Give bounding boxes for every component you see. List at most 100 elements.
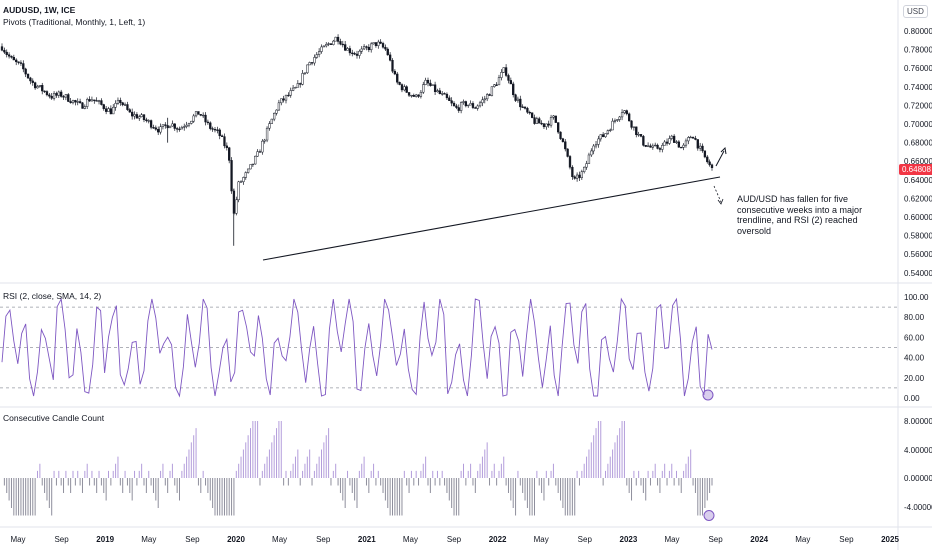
x-tick-label: May: [10, 535, 25, 544]
candle-body: [235, 199, 238, 214]
candle-body: [3, 49, 6, 53]
candle-body: [225, 145, 228, 148]
candle-body: [533, 117, 536, 124]
candle-body: [654, 144, 657, 147]
candle-body: [251, 163, 255, 166]
candle-body: [36, 86, 39, 89]
candle-body: [60, 91, 63, 97]
candle-body: [635, 126, 638, 135]
candle-body: [190, 120, 193, 124]
candle-body: [204, 114, 207, 123]
price-tick-label: 0.64000: [904, 176, 932, 185]
candle-body: [526, 108, 529, 113]
candle-body: [381, 43, 385, 48]
candle-body: [249, 164, 252, 170]
candle-body: [351, 52, 354, 54]
ccc-pane-title[interactable]: Consecutive Candle Count: [3, 413, 105, 423]
candle-body: [329, 43, 333, 45]
candle-body: [561, 138, 565, 142]
candle-body: [289, 90, 292, 96]
candle-body: [320, 46, 323, 52]
candle-body: [112, 106, 115, 115]
candle-body: [336, 36, 340, 42]
candle-body: [637, 134, 640, 136]
candle-body: [483, 98, 486, 101]
candle-body: [299, 83, 302, 85]
pivots-indicator-label[interactable]: Pivots (Traditional, Monthly, 1, Left, 1…: [3, 17, 146, 27]
candle-body: [322, 45, 326, 48]
candle-body: [639, 134, 643, 137]
candle-body: [7, 54, 11, 57]
candle-body: [554, 115, 557, 123]
candle-body: [362, 46, 366, 50]
candle-body: [412, 94, 415, 97]
candle-body: [348, 48, 352, 54]
candle-body: [471, 103, 475, 108]
candle-body: [218, 129, 221, 137]
x-tick-label: 2023: [620, 535, 638, 544]
x-tick-label: Sep: [185, 535, 200, 544]
currency-badge[interactable]: USD: [903, 5, 928, 18]
candle-body: [128, 109, 131, 113]
rsi-pane-title[interactable]: RSI (2, close, SMA, 14, 2): [3, 291, 102, 301]
candle-body: [701, 145, 704, 152]
candle-body: [585, 163, 588, 168]
x-tick-label: Sep: [447, 535, 462, 544]
candle-body: [592, 145, 595, 152]
candle-body: [86, 99, 89, 107]
candle-body: [180, 127, 184, 130]
candle-body: [528, 112, 531, 114]
candle-body: [431, 84, 434, 86]
candle-body: [126, 104, 129, 110]
candle-body: [67, 94, 70, 102]
candle-body: [76, 101, 79, 103]
candle-body: [377, 41, 380, 46]
candle-body: [213, 129, 217, 131]
symbol-title[interactable]: AUDUSD, 1W, ICE: [3, 5, 76, 15]
candle-body: [514, 94, 517, 101]
candle-body: [694, 138, 697, 140]
candle-body: [301, 73, 304, 85]
candle-body: [469, 103, 472, 106]
candle-body: [100, 100, 103, 105]
candle-body: [83, 106, 86, 109]
candle-body: [246, 168, 250, 173]
candle-body: [327, 43, 330, 45]
candle-body: [557, 122, 560, 133]
candle-body: [64, 94, 68, 98]
rsi-tick-label: 20.00: [904, 374, 925, 383]
candle-body: [464, 101, 468, 107]
ccc-tick-label: 0.00000: [904, 474, 932, 483]
candle-body: [616, 119, 619, 121]
candle-body: [459, 102, 463, 111]
price-tick-label: 0.70000: [904, 120, 932, 129]
candle-body: [29, 77, 32, 82]
candle-body: [291, 87, 295, 91]
candle-body: [486, 94, 489, 100]
candle-body: [568, 156, 572, 168]
candle-body: [17, 61, 20, 63]
x-tick-label: 2024: [750, 535, 768, 544]
candle-body: [587, 154, 591, 164]
candle-body: [703, 150, 707, 158]
candle-body: [507, 75, 510, 81]
x-tick-label: Sep: [316, 535, 331, 544]
rsi-line: [1, 297, 713, 398]
x-tick-label: 2022: [489, 535, 507, 544]
ccc-tick-label: -4.00000: [904, 503, 932, 512]
candle-body: [175, 128, 179, 130]
candle-body: [441, 93, 444, 95]
candle-body: [474, 107, 477, 109]
up-arrow-icon: [715, 150, 725, 167]
candle-body: [31, 80, 34, 83]
candle-body: [185, 124, 188, 127]
x-tick-label: Sep: [578, 535, 593, 544]
candle-body: [95, 100, 98, 102]
candle-body: [415, 94, 418, 97]
candle-body: [310, 62, 314, 64]
candle-body: [50, 95, 53, 99]
candle-body: [620, 112, 624, 118]
price-tick-label: 0.78000: [904, 46, 932, 55]
